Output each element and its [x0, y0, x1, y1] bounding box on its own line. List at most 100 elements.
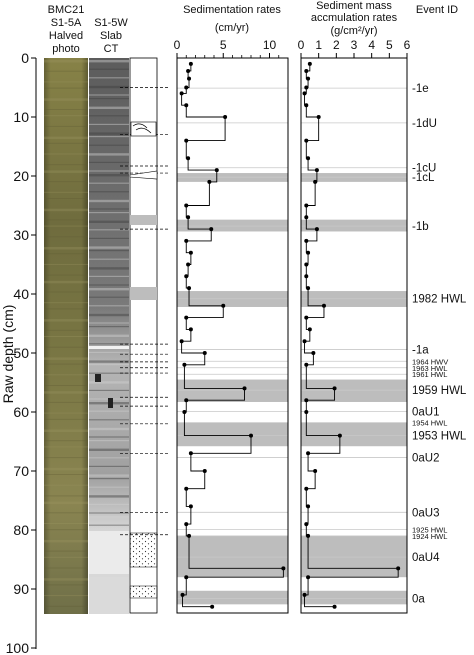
data-point: [304, 410, 309, 414]
data-point: [302, 91, 307, 96]
data-point: [188, 327, 193, 332]
data-point: [187, 533, 192, 538]
data-point: [304, 138, 309, 143]
data-point: [184, 274, 189, 279]
x-tick-label: 3: [351, 38, 358, 52]
header-photo-line3: photo: [52, 43, 80, 55]
data-point: [337, 433, 342, 438]
depth-tick-label: 70: [13, 463, 29, 479]
data-point: [187, 286, 192, 291]
data-point: [304, 238, 309, 243]
depth-tick-label: 50: [13, 345, 29, 361]
x-tick-label: 4: [368, 38, 375, 52]
dotted-layer-2: [129, 585, 158, 599]
sand-layer-symbol: [129, 170, 158, 180]
data-point: [313, 469, 318, 473]
event-label: 0a: [412, 593, 425, 605]
data-point: [188, 61, 193, 66]
sed-rate-unit: (cm/yr): [215, 22, 249, 34]
data-point: [188, 250, 193, 255]
data-point: [186, 215, 191, 220]
data-point: [202, 469, 207, 473]
data-point: [184, 486, 189, 491]
data-point: [304, 262, 309, 267]
data-point: [306, 504, 311, 509]
depth-tick-label: 90: [13, 581, 29, 597]
cross-lamination-symbol: [130, 121, 157, 137]
event-label: 1925 HWL: [412, 525, 447, 534]
dotted-layer-1: [129, 532, 158, 568]
data-point: [306, 250, 311, 255]
lithology-column: [120, 57, 168, 614]
x-tick-label: 6: [404, 38, 411, 52]
depth-axis: 0 10 20 30 40 50 60 70 80 90 100 Raw depth (cm): [0, 50, 37, 655]
depth-tick-label: 40: [13, 286, 29, 302]
event-band: [301, 219, 407, 232]
data-point: [184, 575, 189, 580]
sed-rate-series: [181, 63, 284, 608]
data-point: [304, 103, 309, 108]
data-point: [207, 179, 212, 184]
data-point: [304, 68, 309, 73]
x-tick-label: 1: [315, 38, 322, 52]
data-point: [306, 286, 311, 291]
event-band: [177, 379, 288, 402]
data-point: [314, 227, 319, 232]
data-point: [210, 604, 215, 609]
event-label: -1dU: [412, 118, 437, 130]
data-point: [304, 398, 309, 403]
data-point: [184, 238, 189, 243]
data-point: [306, 451, 311, 456]
header-ct-line3: CT: [104, 43, 119, 55]
gray-layer-1: [130, 215, 157, 225]
event-band: [301, 590, 407, 605]
event-band: [301, 422, 407, 447]
data-point: [187, 76, 192, 81]
mass-rate-unit: (g/cm²/yr): [330, 25, 377, 37]
data-point: [302, 592, 307, 597]
data-point: [306, 533, 311, 538]
header-core-id: BMC21: [48, 4, 85, 16]
data-point: [316, 115, 321, 119]
data-point: [304, 274, 309, 279]
column-headers: BMC21 S1-5A Halved photo S1-5W Slab CT S…: [48, 0, 458, 55]
event-label: 0aU3: [412, 507, 440, 519]
depth-tick-label: 80: [13, 522, 29, 538]
data-point: [304, 215, 309, 220]
data-point: [184, 315, 189, 320]
core-ct: [89, 58, 129, 614]
header-ct-line2: Slab: [100, 30, 122, 42]
data-point: [304, 522, 309, 527]
depth-ticks: 0 10 20 30 40 50 60 70 80 90 100: [6, 50, 36, 655]
data-point: [332, 386, 337, 391]
event-label: 1954 HWL: [412, 419, 447, 428]
data-point: [281, 566, 286, 571]
event-id-header: Event ID: [416, 4, 458, 16]
header-photo-line1: S1-5A: [51, 17, 82, 29]
event-label: 1959 HWL: [412, 385, 467, 397]
data-point: [321, 303, 326, 308]
data-point: [396, 566, 401, 571]
x-tick-label: 0: [174, 38, 181, 52]
depth-axis-label: Raw depth (cm): [0, 305, 16, 404]
mass-rate-series: [304, 63, 399, 608]
event-label: 1961 HWL: [412, 370, 447, 379]
data-point: [223, 115, 228, 119]
event-label: 1964 HWV: [412, 357, 448, 366]
event-band: [177, 422, 288, 447]
x-tick-label: 5: [220, 38, 227, 52]
data-point: [302, 339, 307, 344]
depth-tick-label: 100: [6, 640, 30, 655]
data-point: [311, 351, 316, 355]
gray-layer-2: [130, 287, 157, 300]
data-point: [306, 76, 311, 81]
data-point: [182, 410, 187, 414]
data-point: [186, 68, 191, 73]
data-point: [304, 362, 309, 367]
data-point: [184, 138, 189, 143]
data-point: [184, 203, 189, 208]
event-label: -1b: [412, 221, 429, 233]
data-point: [307, 61, 312, 66]
event-label: 1953 HWL: [412, 431, 467, 443]
event-band: [177, 535, 288, 578]
